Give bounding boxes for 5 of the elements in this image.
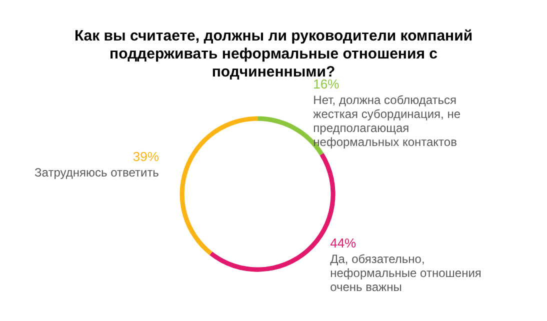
slice-label: Нет, должна соблюдаться жесткая субординация, не предполагающая неформальных контактов [313, 93, 461, 150]
slice-label: Да, обязательно, неформальные отношения очень важны [330, 252, 482, 294]
slice-label: Затрудняюсь ответить [34, 165, 159, 180]
data-label: 39% [132, 148, 160, 164]
data-label: 44% [330, 235, 357, 250]
